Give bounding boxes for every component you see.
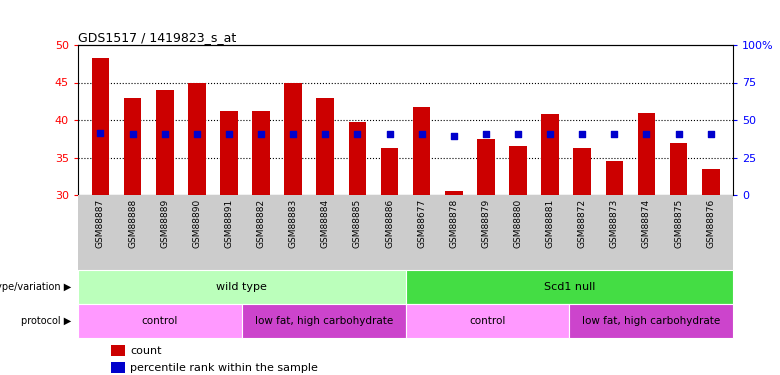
Point bbox=[512, 131, 524, 137]
Text: GSM88882: GSM88882 bbox=[257, 199, 265, 248]
Text: control: control bbox=[142, 316, 178, 326]
Point bbox=[672, 131, 685, 137]
Text: Scd1 null: Scd1 null bbox=[544, 282, 595, 292]
Text: GSM88872: GSM88872 bbox=[578, 199, 587, 248]
Bar bbox=[477, 139, 495, 195]
Bar bbox=[406, 304, 569, 338]
Point bbox=[126, 131, 139, 137]
Text: GSM88873: GSM88873 bbox=[610, 199, 619, 248]
Point bbox=[480, 131, 492, 137]
Text: GSM88677: GSM88677 bbox=[417, 199, 426, 248]
Bar bbox=[445, 191, 463, 195]
Bar bbox=[111, 345, 125, 356]
Point bbox=[704, 131, 717, 137]
Bar bbox=[569, 304, 733, 338]
Bar bbox=[702, 169, 719, 195]
Text: genotype/variation ▶: genotype/variation ▶ bbox=[0, 282, 72, 292]
Text: low fat, high carbohydrate: low fat, high carbohydrate bbox=[582, 316, 721, 326]
Bar bbox=[285, 82, 302, 195]
Point bbox=[255, 131, 268, 137]
Bar bbox=[156, 90, 173, 195]
Bar bbox=[670, 142, 687, 195]
Text: GSM88874: GSM88874 bbox=[642, 199, 651, 248]
Bar bbox=[111, 362, 125, 374]
Bar bbox=[605, 161, 623, 195]
Bar bbox=[573, 148, 591, 195]
Point bbox=[158, 131, 171, 137]
Text: control: control bbox=[470, 316, 505, 326]
Text: wild type: wild type bbox=[216, 282, 268, 292]
Text: GDS1517 / 1419823_s_at: GDS1517 / 1419823_s_at bbox=[78, 31, 236, 44]
Text: GSM88886: GSM88886 bbox=[385, 199, 394, 248]
Text: GSM88876: GSM88876 bbox=[706, 199, 715, 248]
Bar bbox=[78, 270, 406, 304]
Text: GSM88888: GSM88888 bbox=[128, 199, 137, 248]
Text: GSM88875: GSM88875 bbox=[674, 199, 683, 248]
Bar bbox=[381, 148, 399, 195]
Text: GSM88887: GSM88887 bbox=[96, 199, 105, 248]
Text: GSM88883: GSM88883 bbox=[289, 199, 298, 248]
Text: low fat, high carbohydrate: low fat, high carbohydrate bbox=[254, 316, 393, 326]
Point bbox=[640, 131, 653, 137]
Bar bbox=[509, 146, 526, 195]
Text: GSM88879: GSM88879 bbox=[481, 199, 491, 248]
Bar bbox=[317, 98, 334, 195]
Text: GSM88880: GSM88880 bbox=[513, 199, 523, 248]
Bar bbox=[124, 98, 141, 195]
Bar bbox=[220, 111, 238, 195]
Bar bbox=[92, 58, 109, 195]
Bar bbox=[242, 304, 406, 338]
Point bbox=[94, 130, 107, 136]
Text: protocol ▶: protocol ▶ bbox=[21, 316, 72, 326]
Point bbox=[416, 131, 428, 137]
Point bbox=[319, 131, 332, 137]
Point bbox=[448, 133, 460, 139]
Bar bbox=[541, 114, 559, 195]
Point bbox=[576, 131, 588, 137]
Point bbox=[223, 131, 236, 137]
Bar bbox=[78, 304, 242, 338]
Text: GSM88885: GSM88885 bbox=[353, 199, 362, 248]
Text: GSM88891: GSM88891 bbox=[225, 199, 233, 248]
Text: count: count bbox=[130, 346, 162, 356]
Bar bbox=[349, 122, 367, 195]
Text: percentile rank within the sample: percentile rank within the sample bbox=[130, 363, 318, 373]
Bar bbox=[252, 111, 270, 195]
Point bbox=[544, 131, 556, 137]
Text: GSM88878: GSM88878 bbox=[449, 199, 459, 248]
Bar bbox=[406, 270, 733, 304]
Point bbox=[608, 131, 621, 137]
Bar bbox=[413, 106, 431, 195]
Point bbox=[383, 131, 395, 137]
Point bbox=[287, 131, 300, 137]
Text: GSM88884: GSM88884 bbox=[321, 199, 330, 248]
Text: GSM88881: GSM88881 bbox=[546, 199, 555, 248]
Bar bbox=[188, 82, 206, 195]
Point bbox=[190, 131, 203, 137]
Text: GSM88890: GSM88890 bbox=[193, 199, 201, 248]
Text: GSM88889: GSM88889 bbox=[160, 199, 169, 248]
Point bbox=[351, 131, 363, 137]
Bar bbox=[638, 112, 655, 195]
